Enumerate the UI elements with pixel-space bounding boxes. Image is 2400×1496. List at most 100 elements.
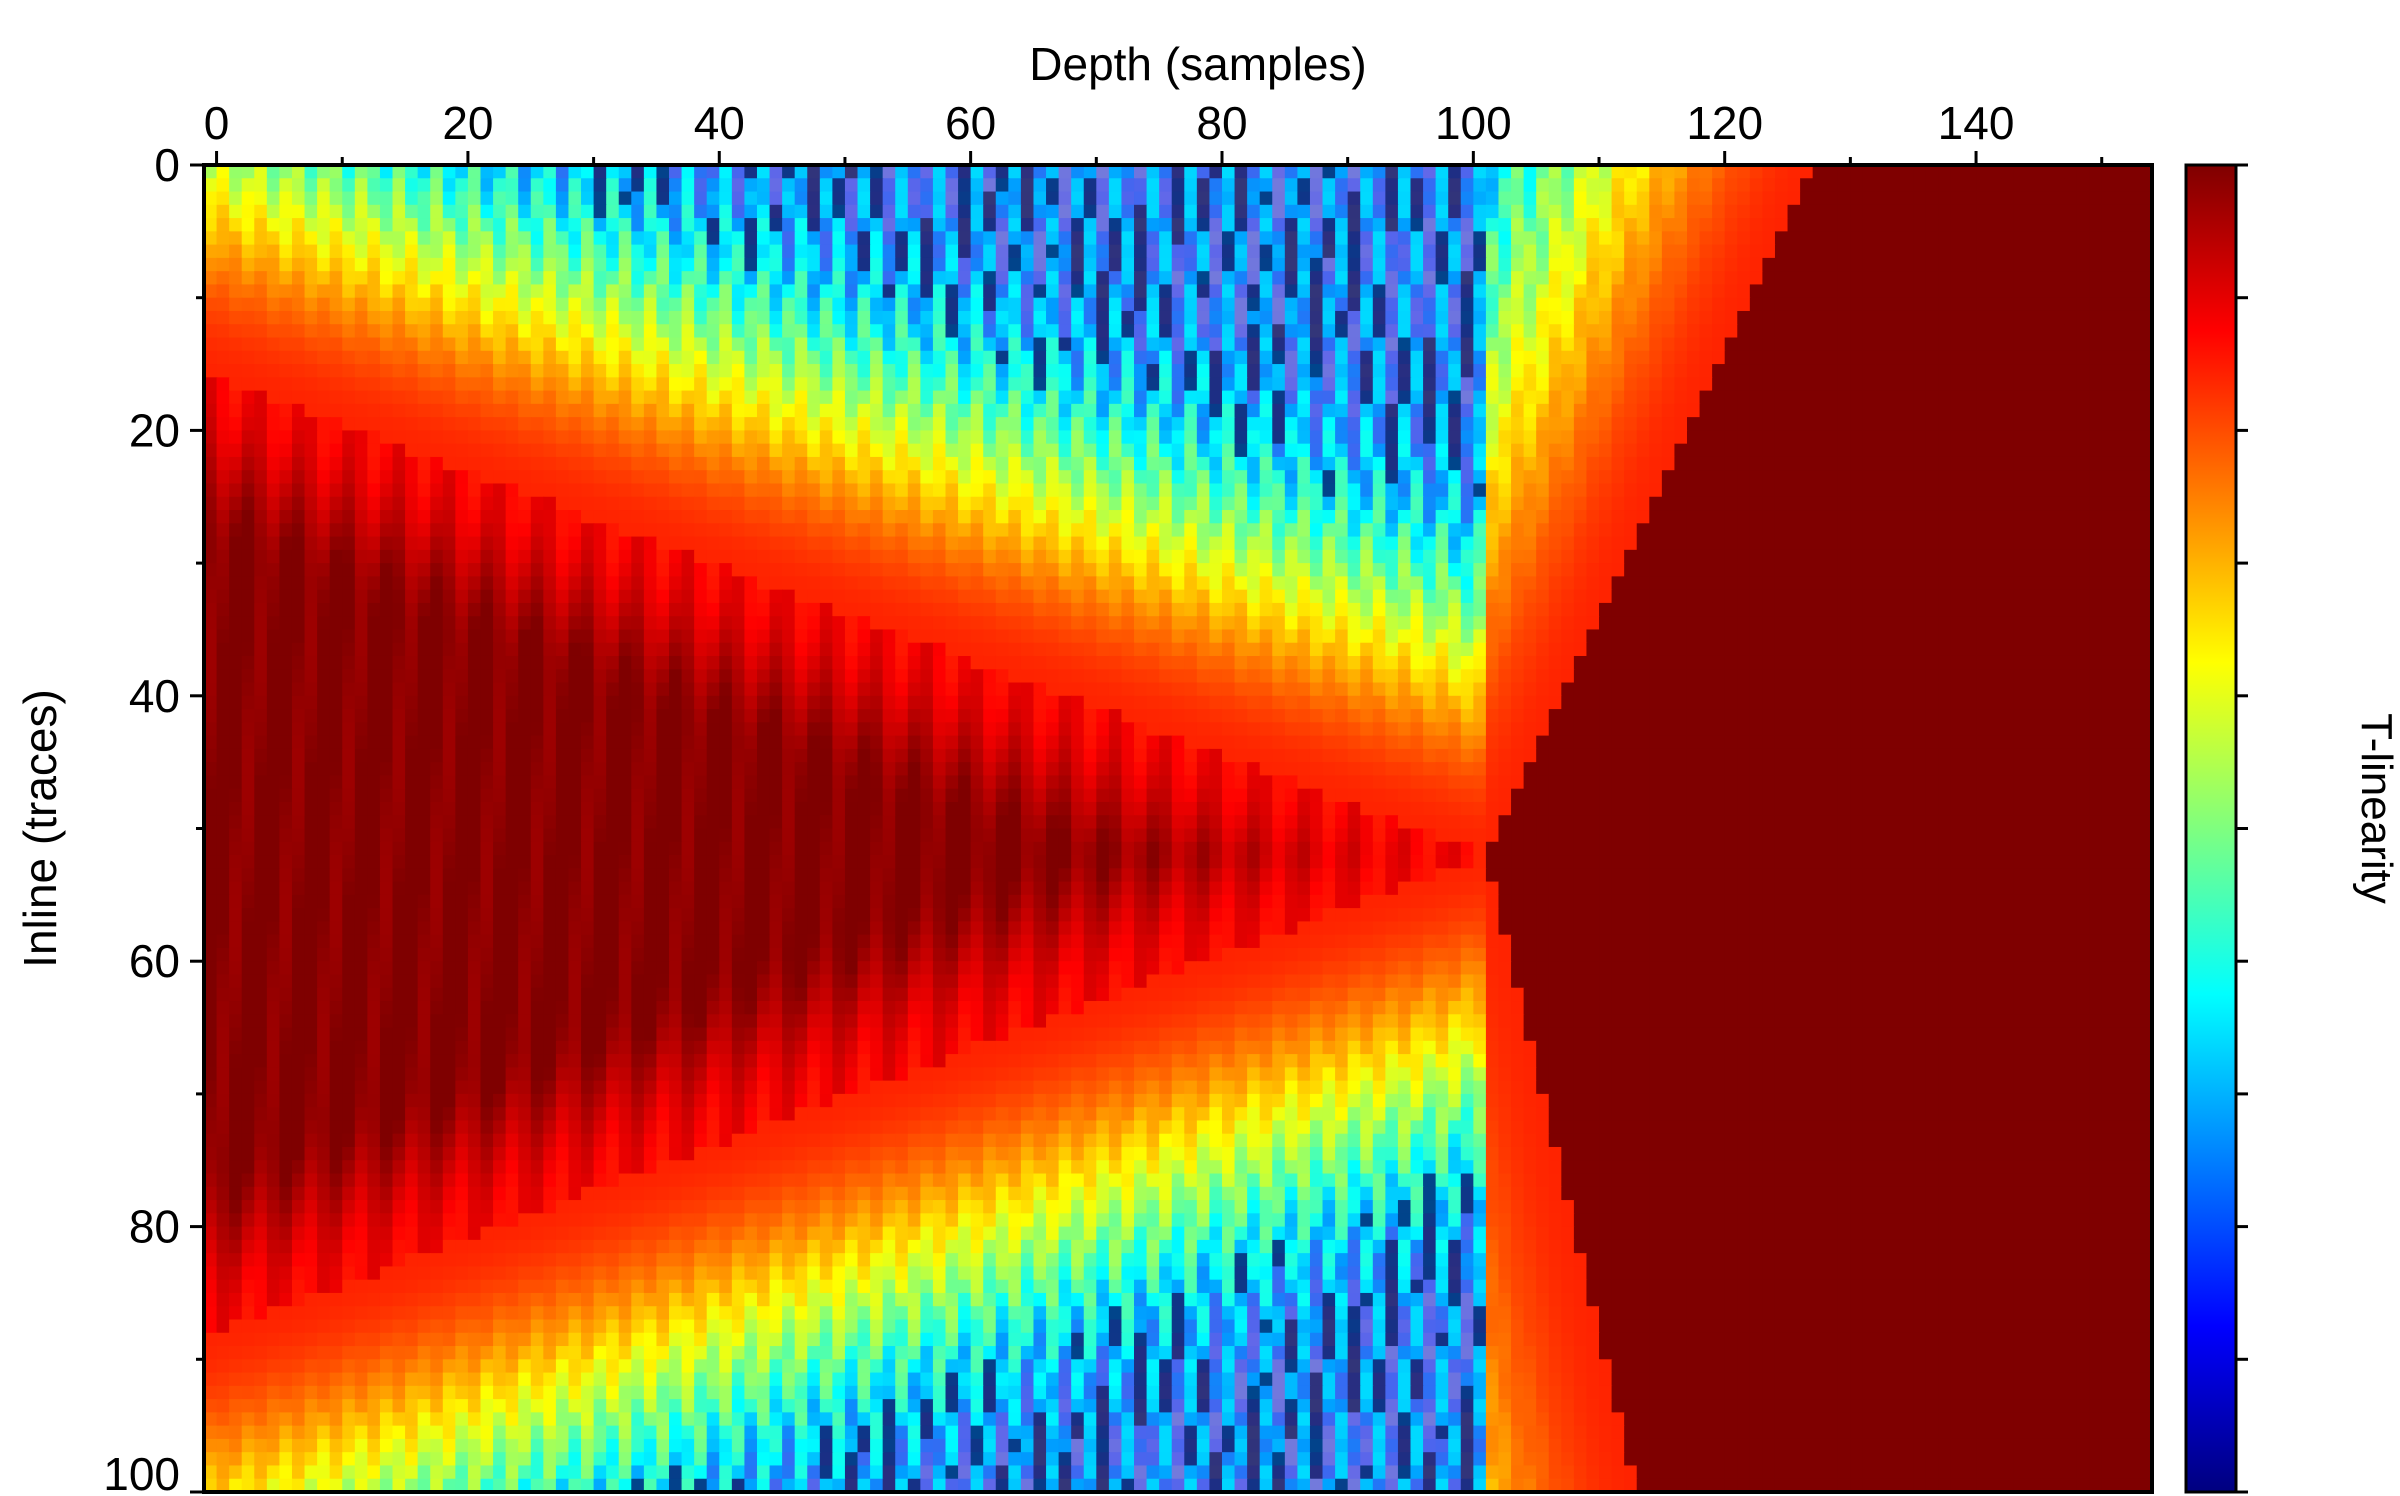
heatmap-cell	[1599, 563, 1613, 578]
heatmap-cell	[1837, 563, 1852, 578]
heatmap-cell	[1611, 350, 1625, 365]
heatmap-cell	[392, 350, 406, 365]
heatmap-cell	[1661, 563, 1676, 578]
heatmap-cell	[241, 417, 256, 432]
heatmap-cell	[1259, 204, 1274, 219]
heatmap-cell	[1372, 549, 1387, 564]
heatmap-cell	[1875, 563, 1889, 578]
heatmap-cell	[1423, 576, 1437, 591]
heatmap-cell	[643, 417, 658, 432]
heatmap-cell	[1812, 364, 1827, 379]
heatmap-cell	[1938, 350, 1952, 365]
heatmap-cell	[1787, 297, 1801, 312]
heatmap-cell	[1624, 496, 1638, 511]
heatmap-cell	[1749, 470, 1764, 485]
heatmap-cell	[1360, 191, 1374, 206]
heatmap-cell	[1196, 271, 1211, 286]
heatmap-cell	[744, 403, 758, 418]
heatmap-cell	[1071, 563, 1085, 578]
heatmap-cell	[342, 377, 356, 392]
heatmap-cell	[1913, 443, 1927, 458]
heatmap-cell	[1875, 297, 1889, 312]
heatmap-cell	[530, 271, 545, 286]
heatmap-cell	[1272, 536, 1286, 551]
heatmap-cell	[379, 483, 394, 498]
heatmap-cell	[1008, 549, 1022, 564]
heatmap-cell	[1737, 364, 1751, 379]
heatmap-cell	[367, 257, 381, 272]
heatmap-cell	[945, 165, 959, 180]
heatmap-cell	[1523, 297, 1537, 312]
heatmap-cell	[782, 443, 796, 458]
heatmap-cell	[669, 523, 683, 538]
heatmap-cell	[1611, 297, 1625, 312]
heatmap-cell	[342, 218, 356, 233]
heatmap-cell	[983, 496, 997, 511]
heatmap-cell	[1196, 456, 1211, 472]
heatmap-cell	[932, 443, 947, 458]
heatmap-cell	[970, 271, 984, 286]
heatmap-cell	[681, 390, 695, 405]
heatmap-cell	[2013, 337, 2028, 352]
heatmap-cell	[493, 191, 507, 206]
heatmap-cell	[907, 271, 922, 286]
heatmap-cell	[631, 417, 645, 432]
heatmap-cell	[857, 231, 871, 246]
heatmap-cell	[2114, 364, 2128, 379]
heatmap-cell	[844, 324, 859, 339]
heatmap-cell	[1686, 430, 1701, 445]
heatmap-cell	[2101, 403, 2116, 418]
heatmap-cell	[279, 523, 293, 538]
heatmap-cell	[1762, 324, 1776, 339]
heatmap-cell	[1108, 470, 1123, 485]
heatmap-cell	[1862, 377, 1877, 392]
heatmap-cell	[1335, 549, 1349, 564]
heatmap-cell	[719, 297, 733, 312]
heatmap-cell	[606, 589, 620, 604]
heatmap-cell	[857, 549, 871, 564]
heatmap-cell	[1134, 563, 1148, 578]
heatmap-cell	[1674, 284, 1688, 299]
heatmap-cell	[1171, 337, 1186, 352]
heatmap-cell	[543, 470, 557, 485]
heatmap-cell	[279, 218, 293, 233]
heatmap-cell	[1661, 350, 1676, 365]
heatmap-cell	[291, 589, 306, 604]
heatmap-cell	[1686, 523, 1701, 538]
heatmap-cell	[1159, 536, 1173, 551]
heatmap-cell	[1938, 456, 1952, 472]
heatmap-cell	[1762, 549, 1776, 564]
heatmap-cell	[367, 178, 381, 193]
heatmap-cell	[870, 364, 884, 379]
heatmap-cell	[681, 523, 695, 538]
heatmap-cell	[1523, 443, 1537, 458]
heatmap-cell	[518, 310, 532, 326]
heatmap-cell	[1900, 496, 1915, 511]
heatmap-cell	[1473, 165, 1487, 180]
heatmap-cell	[681, 364, 695, 379]
heatmap-cell	[669, 430, 683, 445]
heatmap-cell	[367, 430, 381, 445]
heatmap-cell	[794, 510, 809, 525]
heatmap-cell	[1976, 377, 1990, 392]
heatmap-cell	[744, 549, 758, 564]
heatmap-cell	[1511, 244, 1525, 259]
heatmap-cell	[254, 417, 268, 432]
heatmap-cell	[995, 523, 1010, 538]
heatmap-cell	[669, 178, 683, 193]
heatmap-cell	[2114, 443, 2128, 458]
heatmap-cell	[1661, 165, 1676, 180]
heatmap-cell	[543, 364, 557, 379]
heatmap-cell	[430, 310, 444, 326]
heatmap-cell	[493, 377, 507, 392]
heatmap-cell	[1976, 178, 1990, 193]
heatmap-cell	[1108, 496, 1123, 511]
heatmap-cell	[1284, 563, 1299, 578]
heatmap-cell	[1071, 377, 1085, 392]
heatmap-cell	[1322, 218, 1336, 233]
heatmap-cell	[1171, 563, 1186, 578]
heatmap-cell	[1888, 576, 1902, 591]
heatmap-cell	[1020, 284, 1035, 299]
heatmap-cell	[2101, 496, 2116, 511]
heatmap-cell	[794, 218, 809, 233]
